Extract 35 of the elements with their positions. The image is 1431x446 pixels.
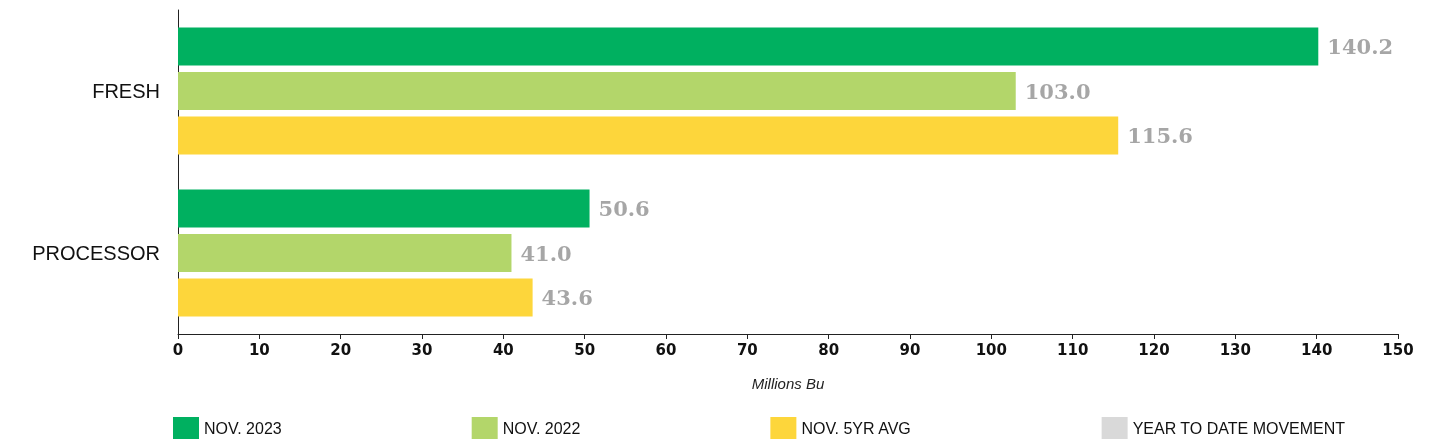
x-tick-label: 120 [1138,340,1170,359]
bar [178,189,590,228]
x-tick-label: 110 [1057,340,1089,359]
x-tick-label: 70 [736,340,758,359]
x-tick-label: 90 [899,340,921,359]
bar [178,27,1319,66]
x-tick-label: 50 [574,340,596,359]
x-tick-label: 0 [172,340,184,359]
x-tick-label: 40 [492,340,514,359]
data-label: 43.6 [541,284,593,310]
y-tick-label: FRESH [92,80,160,102]
y-tick-label: PROCESSOR [32,242,160,264]
data-label: 140.2 [1327,34,1394,60]
legend-label: NOV. 2023 [204,419,282,437]
x-tick-label: 20 [330,340,352,359]
x-tick-label: 100 [975,340,1007,359]
legend-label: YEAR TO DATE MOVEMENT [1132,419,1346,437]
x-tick-label: 140 [1301,340,1333,359]
data-label: 41.0 [520,240,572,266]
data-label: 115.6 [1127,122,1193,148]
bar [178,278,533,317]
x-tick-label: 60 [655,340,677,359]
data-label: 50.6 [598,196,650,222]
legend-label: NOV. 2022 [502,419,581,437]
bar [178,116,1119,155]
x-tick-label: 150 [1382,340,1414,359]
legend-label: NOV. 5YR AVG [801,419,911,437]
data-label: 103.0 [1024,78,1091,104]
bar [178,234,512,272]
x-tick-label: 10 [248,340,270,359]
x-tick-label: 80 [818,340,840,359]
x-tick-label: 130 [1219,340,1251,359]
x-axis-title: Millions Bu [751,375,825,392]
x-tick-label: 30 [411,340,433,359]
bar [178,72,1016,110]
